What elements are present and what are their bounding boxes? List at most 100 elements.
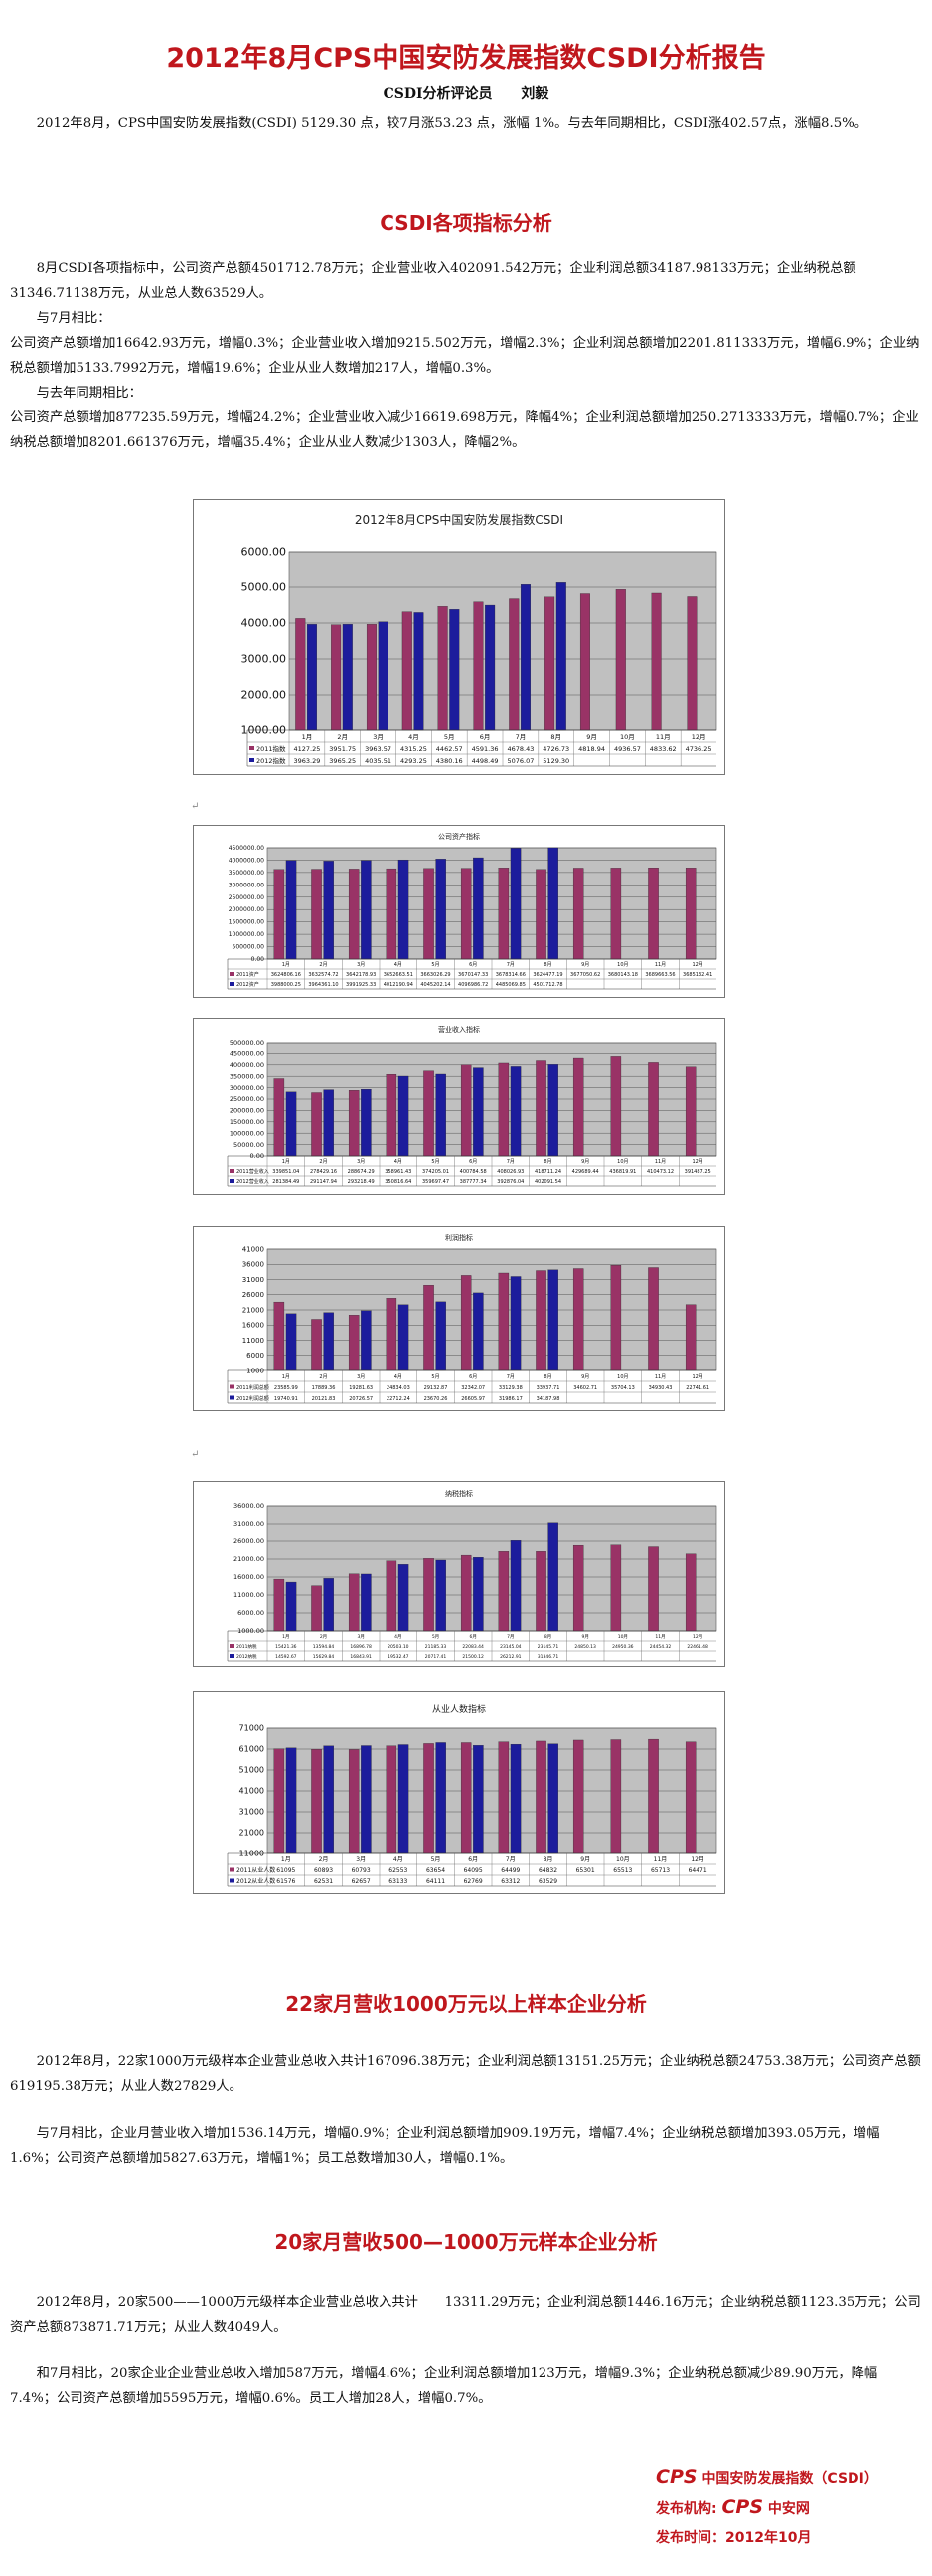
data-table-cell: 63312 (501, 1878, 520, 1885)
bar (386, 1560, 397, 1632)
y-tick-label: 500000.00 (233, 944, 265, 951)
bar (423, 1743, 434, 1854)
bar (342, 624, 353, 731)
bar (460, 1275, 472, 1371)
x-category-label: 3月 (373, 733, 384, 741)
x-category-label: 1月 (281, 1856, 291, 1863)
data-table-cell: 64471 (689, 1867, 707, 1874)
bar (348, 1573, 360, 1632)
data-table-cell: 24950.36 (612, 1644, 634, 1650)
bar (685, 868, 697, 960)
section1-body: 8月CSDI各项指标中，公司资产总额4501712.78万元；企业营业收入402… (10, 256, 924, 455)
y-tick-label: 0.00 (251, 956, 265, 963)
data-table-cell: 23670.26 (424, 1396, 448, 1402)
x-category-label: 7月 (506, 1856, 516, 1863)
section-heading-csdi: CSDI各项指标分析 (380, 211, 552, 235)
bar (378, 621, 388, 731)
legend-swatch (249, 758, 254, 762)
data-table-cell: 13594.84 (313, 1644, 335, 1650)
intro-paragraph: 2012年8月，CPS中国安防发展指数(CSDI) 5129.30 点，较7月涨… (10, 111, 924, 136)
bar (572, 868, 584, 960)
x-category-label: 6月 (469, 1159, 477, 1165)
x-category-label: 9月 (581, 1159, 589, 1165)
y-tick-label: 150000.00 (230, 1118, 264, 1126)
x-category-label: 12月 (692, 1159, 702, 1165)
bar (348, 1315, 360, 1371)
y-tick-label: 21000 (242, 1306, 264, 1314)
profit-chart: 利润指标 1000 6000 11000 16000 21000 26000 31000 360… (193, 1226, 725, 1411)
data-table-cell: 3624477.19 (533, 972, 562, 978)
y-tick-label: 4000.00 (241, 617, 287, 630)
bar (397, 1564, 409, 1632)
data-table-cell: 3963.29 (293, 757, 320, 765)
x-category-label: 2月 (319, 1856, 329, 1863)
y-tick-label: 41000 (242, 1245, 264, 1253)
chart-title: 2012年8月CPS中国安防发展指数CSDI (355, 512, 563, 527)
bar (386, 1298, 397, 1371)
bar (547, 1522, 558, 1632)
y-tick-label: 400000.00 (230, 1061, 264, 1069)
x-category-label: 5月 (431, 962, 439, 968)
data-table-cell: 64095 (464, 1867, 483, 1874)
x-category-label: 4月 (394, 962, 402, 968)
data-table-cell: 3951.75 (329, 745, 356, 753)
revenue-chart: 营业收入指标 0.00 50000.00 100000.00 150000.00 2000… (193, 1018, 725, 1195)
x-category-label: 4月 (394, 1374, 402, 1380)
section2-p1: 2012年8月，22家1000万元级样本企业营业总收入共计167096.38万元… (10, 2054, 921, 2094)
bar (687, 596, 698, 731)
bar (413, 612, 424, 731)
x-category-label: 7月 (507, 962, 515, 968)
x-category-label: 3月 (356, 1856, 366, 1863)
data-table-cell: 387777.34 (460, 1179, 487, 1185)
bar (361, 1088, 372, 1157)
data-table-cell: 3677050.62 (570, 972, 600, 978)
y-tick-label: 21000 (239, 1829, 264, 1838)
data-table-cell: 3663026.29 (420, 972, 450, 978)
chart-title: 营业收入指标 (438, 1025, 480, 1034)
y-tick-label: 36000.00 (233, 1502, 264, 1510)
bar (610, 1265, 622, 1371)
x-category-label: 8月 (544, 962, 551, 968)
bar (386, 1074, 397, 1157)
x-category-label: 6月 (468, 1856, 478, 1863)
data-table-cell: 4127.25 (293, 745, 320, 753)
data-table-cell: 63133 (388, 1878, 407, 1885)
bar (331, 624, 342, 731)
y-tick-label: 5000.00 (241, 581, 287, 594)
legend-swatch (230, 1644, 234, 1648)
bar (423, 1285, 434, 1371)
y-tick-label: 2000.00 (241, 689, 287, 702)
section1-p2-head: 与7月相比： (36, 311, 111, 326)
data-table-cell: 16843.91 (350, 1654, 372, 1660)
legend-swatch (230, 1179, 234, 1183)
bar (435, 859, 446, 960)
data-table-cell: 33937.71 (537, 1385, 560, 1391)
footer-line2: 发布机构: CPS 中安网 (656, 2494, 878, 2524)
x-category-label: 5月 (431, 1856, 441, 1863)
x-category-label: 8月 (544, 1634, 551, 1640)
bar (285, 860, 297, 960)
bar (361, 1573, 372, 1632)
x-category-label: 7月 (507, 1374, 515, 1380)
data-table-cell: 62769 (464, 1878, 483, 1885)
data-table-cell: 3642178.93 (346, 972, 376, 978)
y-tick-label: 300000.00 (230, 1084, 264, 1092)
bar (473, 1557, 484, 1632)
legend-swatch (230, 1654, 234, 1658)
data-table-cell: 402091.54 (535, 1179, 561, 1185)
y-tick-label: 450000.00 (230, 1050, 264, 1058)
bar (685, 1066, 697, 1157)
x-category-label: 9月 (586, 733, 597, 741)
bar (449, 609, 460, 731)
bar (366, 624, 377, 731)
data-table-cell: 22712.24 (387, 1396, 410, 1402)
data-table-cell: 4818.94 (578, 745, 605, 753)
revenue-chart-svg: 营业收入指标0.0050000.00100000.00150000.002000… (227, 1025, 717, 1187)
y-tick-label: 6000.00 (241, 546, 287, 559)
bar (498, 1062, 510, 1157)
legend-label: 2011资产 (236, 971, 259, 978)
x-category-label: 7月 (507, 1159, 515, 1165)
data-table-cell: 359697.47 (422, 1179, 449, 1185)
bar (285, 1581, 297, 1632)
x-category-label: 11月 (655, 1159, 666, 1165)
